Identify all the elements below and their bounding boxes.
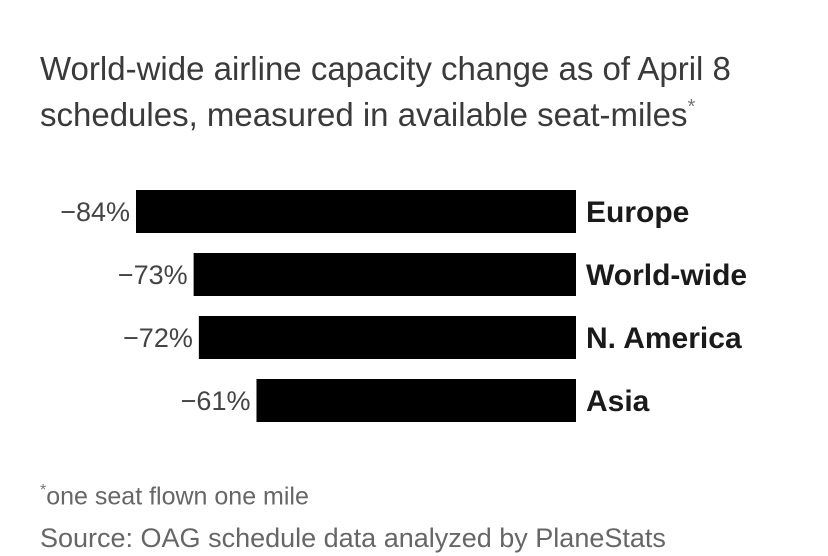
chart-title: World-wide airline capacity change as of… <box>40 46 800 138</box>
bar-europe <box>136 190 576 233</box>
footnote-marker: * <box>40 482 47 499</box>
category-label: Asia <box>586 385 650 418</box>
source-note: Source: OAG schedule data analyzed by Pl… <box>40 523 666 553</box>
value-label: −84% <box>60 197 130 227</box>
footnote: *one seat flown one mile <box>40 474 309 513</box>
bar-asia <box>256 379 576 422</box>
bar-n-america <box>198 316 576 359</box>
footnote-text: one seat flown one mile <box>46 482 309 511</box>
value-label: −72% <box>123 323 193 353</box>
category-label: Europe <box>586 196 689 229</box>
value-label: −61% <box>181 386 251 416</box>
bar-chart: −84% Europe −73% World-wide −72% N. America −6… <box>60 190 747 422</box>
title-footnote-marker: * <box>687 96 696 118</box>
value-label: −73% <box>118 260 188 290</box>
chart-title-text: World-wide airline capacity change as of… <box>40 50 731 133</box>
category-label: World-wide <box>586 259 747 292</box>
category-label: N. America <box>586 322 742 355</box>
bar-world-wide <box>193 253 576 296</box>
